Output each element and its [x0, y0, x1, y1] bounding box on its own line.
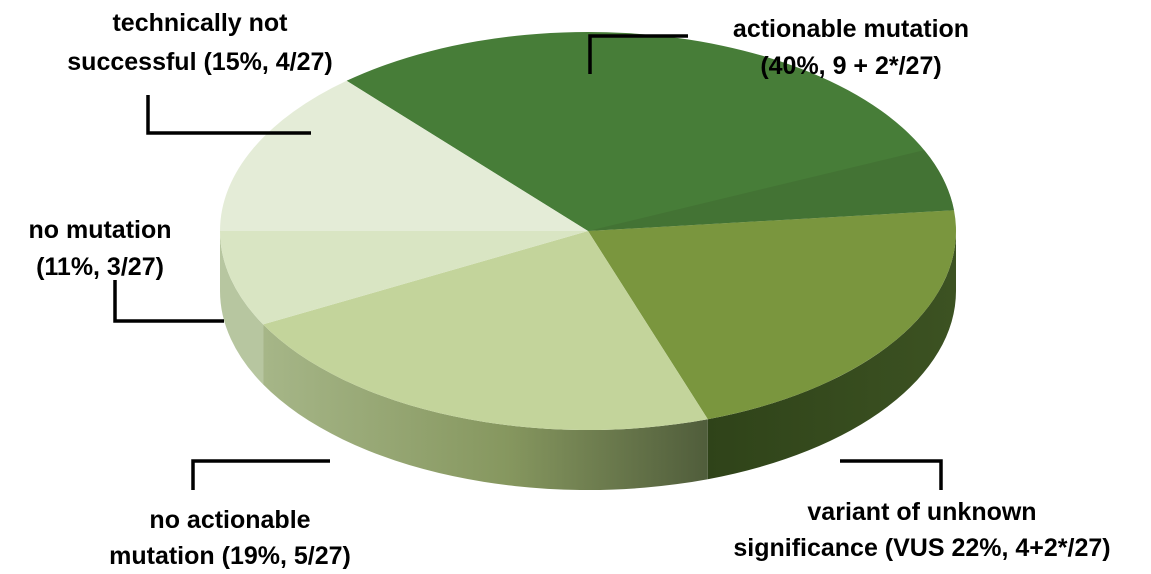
- label-actionable-line2: (40%, 9 + 2*/27): [760, 52, 941, 80]
- pie-slices: [220, 31, 957, 431]
- label-vus-line1: variant of unknown: [807, 498, 1036, 526]
- leader-line-actionable: [588, 34, 688, 74]
- leader-line-no-actionable: [191, 459, 330, 490]
- label-no-actionable-line2: mutation (19%, 5/27): [109, 542, 351, 570]
- leader-line-vus: [840, 459, 943, 490]
- label-no-actionable-line1: no actionable: [149, 506, 310, 534]
- slice-vus: [588, 210, 957, 420]
- label-vus-line2: significance (VUS 22%, 4+2*/27): [733, 534, 1110, 562]
- slice-actionable-shading: [588, 150, 954, 231]
- label-not-successful-line1: technically not: [112, 9, 288, 37]
- label-no-mutation-line2: (11%, 3/27): [36, 253, 164, 281]
- slice-side-no-actionable: [263, 324, 708, 491]
- label-actionable: actionable mutation (40%, 9 + 2*/27): [733, 15, 969, 80]
- label-no-actionable: no actionable mutation (19%, 5/27): [109, 506, 351, 570]
- label-no-mutation: no mutation (11%, 3/27): [28, 216, 171, 281]
- slice-side-no-mutation: [220, 231, 264, 385]
- slice-no-mutation: [220, 231, 588, 325]
- slice-not-successful: [220, 80, 588, 231]
- pie-side-walls: [220, 231, 956, 491]
- label-actionable-line1: actionable mutation: [733, 15, 969, 43]
- leader-line-not-successful: [146, 95, 311, 135]
- leader-line-no-mutation: [113, 280, 224, 323]
- label-no-mutation-line1: no mutation: [28, 216, 171, 244]
- label-not-successful-line2: successful (15%, 4/27): [67, 48, 332, 76]
- label-not-successful: technically not successful (15%, 4/27): [67, 9, 332, 76]
- slice-no-actionable: [263, 231, 708, 431]
- slice-side-vus: [707, 231, 956, 480]
- label-vus: variant of unknown significance (VUS 22%…: [733, 498, 1110, 562]
